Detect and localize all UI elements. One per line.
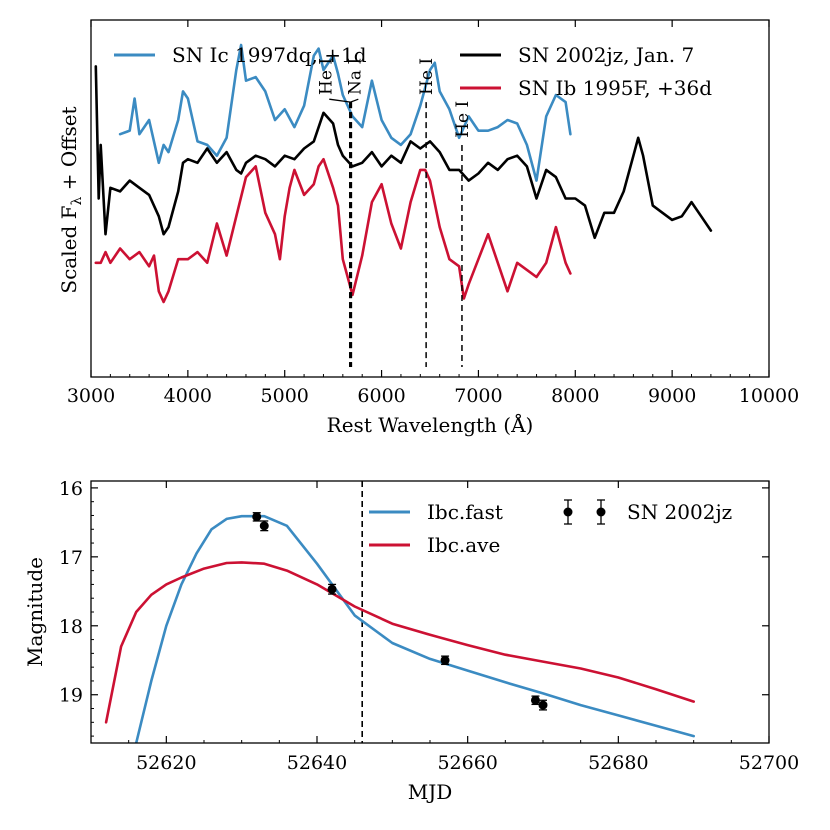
spectrum-xtick-label: 3000 [67,385,115,407]
spectrum-legend: SN Ic 1997dq, +1d SN 2002jz, Jan. 7 SN I… [114,43,712,100]
lightcurve-xtick-label: 52660 [437,752,497,774]
spectrum-plot-frame [90,19,770,378]
spectrum-xtick-label: 8000 [551,385,599,407]
lightcurve-panel: 52620 52640 52660 52680 52700 16 17 18 19 Ibc.f… [23,478,799,804]
series-line-fast [134,514,696,743]
legend-label-points: SN 2002jz [627,500,732,524]
line-id-label-1: Na I [345,58,365,95]
series-line-jz [94,65,713,240]
lightcurve-ytick-label: 18 [59,616,83,638]
legend-label-fast: Ibc.fast [427,500,503,524]
lightcurve-legend: Ibc.fast Ibc.ave SN 2002jz [369,499,732,557]
data-point [259,520,269,532]
lightcurve-ytick-label: 19 [59,685,83,707]
series-line-ave [104,561,696,724]
spectrum-xtick-label: 10000 [739,385,799,407]
lightcurve-ylabel: Magnitude [23,557,47,667]
lightcurve-xlabel: MJD [408,780,453,804]
spectrum-ylabel: Scaled Fλ + Offset [57,106,85,293]
spectrum-xtick-label: 7000 [454,385,502,407]
line-marker-connector [329,98,359,103]
lightcurve-ytick-label: 17 [59,547,83,569]
legend-label-jz: SN 2002jz, Jan. 7 [518,43,694,67]
lightcurve-xtick-label: 52680 [588,752,648,774]
data-point [327,583,337,595]
legend-label-ic: SN Ic 1997dq, +1d [172,43,367,67]
line-id-label-2: He I [417,58,437,95]
legend-label-ave: Ibc.ave [427,533,500,557]
spectrum-xtick-label: 5000 [261,385,309,407]
data-point [440,655,450,666]
spectrum-xtick-label: 4000 [164,385,212,407]
line-id-label-3: He I [453,101,473,138]
data-point [538,699,548,711]
lightcurve-xtick-label: 52700 [739,752,799,774]
lightcurve-xtick-label: 52640 [287,752,347,774]
legend-label-ib: SN Ib 1995F, +36d [518,76,712,100]
spectrum-xlabel: Rest Wavelength (Å) [327,412,534,437]
series-line-ic [118,43,572,182]
data-point [252,512,262,522]
series-line-ib [94,157,572,304]
lightcurve-xtick-label: 52620 [136,752,196,774]
lightcurve-ytick-label: 16 [59,478,83,500]
legend-marker-points [563,499,606,525]
spectrum-xtick-label: 6000 [357,385,405,407]
spectrum-xtick-label: 9000 [648,385,696,407]
line-id-label-0: He I [316,58,336,95]
spectrum-panel: He I Na I He I He I 3000 4000 5000 6000 7000 800… [57,19,799,437]
data-point [530,695,540,706]
